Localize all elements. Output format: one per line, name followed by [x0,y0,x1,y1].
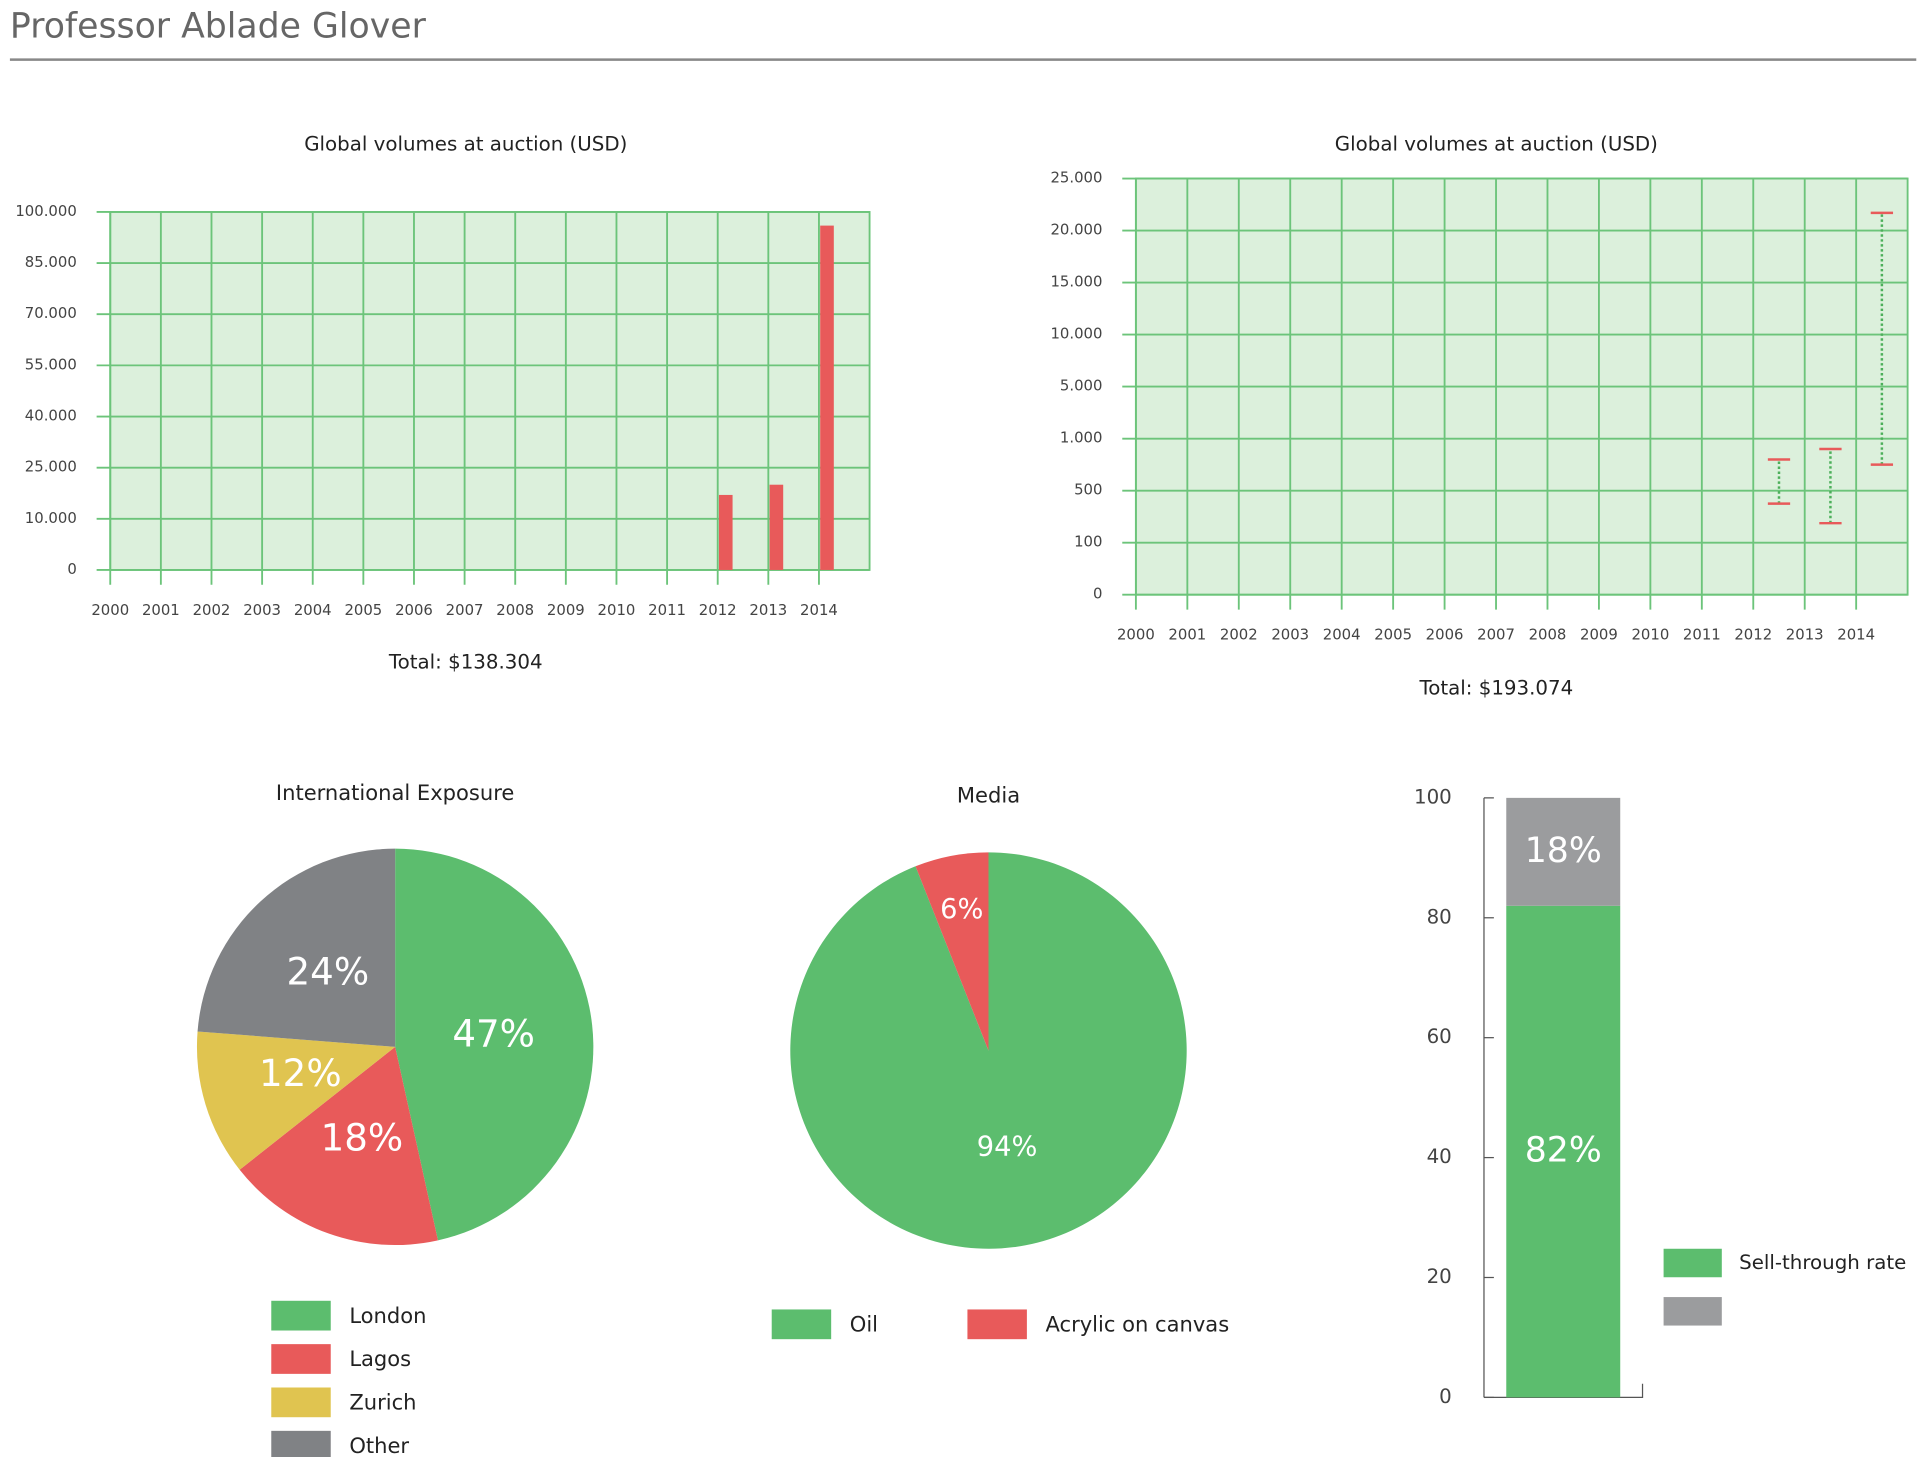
x-tick-label: 2002 [1220,626,1258,644]
legend-swatch [771,1309,832,1340]
y-tick-label: 55.000 [25,355,77,373]
x-tick-label: 2001 [1168,626,1206,644]
pie-slice [395,848,594,1241]
x-tick-label: 2006 [395,601,433,619]
bar [718,494,733,570]
segment-label: 18% [1525,831,1602,871]
plot-area [109,211,871,571]
legend-label: Acrylic on canvas [1045,1312,1229,1337]
x-tick-label: 2009 [1580,626,1618,644]
bar [769,484,784,570]
y-tick-label: 10.000 [1050,325,1102,343]
x-tick-label: 2008 [496,601,534,619]
x-tick-label: 2012 [699,601,737,619]
chart-title: International Exposure [276,780,514,805]
y-tick-label: 500 [1074,481,1102,499]
legend-label: London [349,1303,426,1328]
chart-title: Media [957,783,1020,808]
legend-swatch [271,1387,331,1418]
legend-swatch [271,1344,331,1374]
slice-label: 24% [287,951,370,994]
y-tick-label: 15.000 [1050,273,1102,291]
slice-label: 47% [452,1013,535,1056]
y-tick-label: 25.000 [25,458,77,476]
total-label: Total: $193.074 [1419,676,1574,699]
x-tick-label: 2005 [344,601,382,619]
x-tick-label: 2008 [1529,626,1567,644]
x-tick-label: 2005 [1374,626,1412,644]
legend-label: Oil [850,1312,878,1337]
x-tick-label: 2013 [749,601,787,619]
y-tick-label: 60 [1427,1025,1452,1048]
pie-slice [196,1031,396,1170]
legend-label: Lagos [349,1346,411,1371]
pie-slice [197,848,396,1047]
legend-swatch [967,1309,1027,1340]
slice-label: 12% [259,1052,342,1095]
y-tick-label: 5.000 [1060,377,1103,395]
y-tick-label: 100 [1414,785,1452,808]
x-tick-label: 2011 [1683,626,1721,644]
x-tick-label: 2011 [648,601,686,619]
x-tick-label: 2013 [1786,626,1824,644]
stacked-segment [1506,905,1621,1398]
x-tick-label: 2000 [91,601,129,619]
x-tick-label: 2003 [1271,626,1309,644]
x-tick-label: 2012 [1734,626,1772,644]
legend-label: Zurich [349,1390,416,1415]
x-tick-label: 2006 [1426,626,1464,644]
y-tick-label: 80 [1427,905,1452,928]
x-tick-label: 2003 [243,601,281,619]
chart-title: Global volumes at auction (USD) [1335,133,1658,156]
x-tick-label: 2010 [1631,626,1669,644]
slice-label: 6% [940,894,983,925]
y-tick-label: 40 [1427,1145,1452,1168]
x-tick-label: 2004 [1323,626,1361,644]
y-tick-label: 20.000 [1050,221,1102,239]
y-tick-label: 0 [1439,1385,1452,1408]
slice-label: 94% [977,1131,1038,1162]
x-tick-label: 2014 [800,601,838,619]
legend-swatch [271,1300,331,1331]
y-tick-label: 100.000 [15,202,76,220]
bar [820,225,834,570]
y-tick-label: 20 [1427,1265,1452,1288]
y-tick-label: 40.000 [25,407,77,425]
y-tick-label: 70.000 [25,304,77,322]
y-tick-label: 0 [67,560,76,578]
legend-swatch [1663,1248,1722,1278]
y-tick-label: 1.000 [1060,429,1103,447]
segment-label: 82% [1525,1131,1602,1171]
pie-slice [915,852,989,1051]
x-tick-label: 2001 [142,601,180,619]
x-tick-label: 2002 [193,601,231,619]
y-tick-label: 100 [1074,533,1102,551]
pie-slice [239,1046,438,1246]
x-tick-label: 2010 [598,601,636,619]
x-tick-label: 2007 [1477,626,1515,644]
pie-slice [790,852,1187,1249]
stacked-segment [1506,797,1621,906]
x-tick-label: 2004 [294,601,332,619]
y-tick-label: 85.000 [25,253,77,271]
legend-swatch [271,1430,331,1457]
x-tick-label: 2000 [1117,626,1155,644]
x-tick-label: 2007 [446,601,484,619]
legend-swatch [1663,1297,1722,1326]
y-tick-label: 10.000 [25,509,77,527]
total-label: Total: $138.304 [388,650,543,673]
legend-label: Sell-through rate [1739,1251,1906,1274]
chart-title: Global volumes at auction (USD) [304,133,627,156]
x-tick-label: 2009 [547,601,585,619]
slice-label: 18% [321,1117,404,1160]
y-tick-label: 0 [1093,585,1102,603]
legend-label: Other [349,1433,409,1457]
x-tick-label: 2014 [1837,626,1875,644]
page-title: Professor Ablade Glover [10,6,427,46]
y-tick-label: 25.000 [1050,169,1102,187]
